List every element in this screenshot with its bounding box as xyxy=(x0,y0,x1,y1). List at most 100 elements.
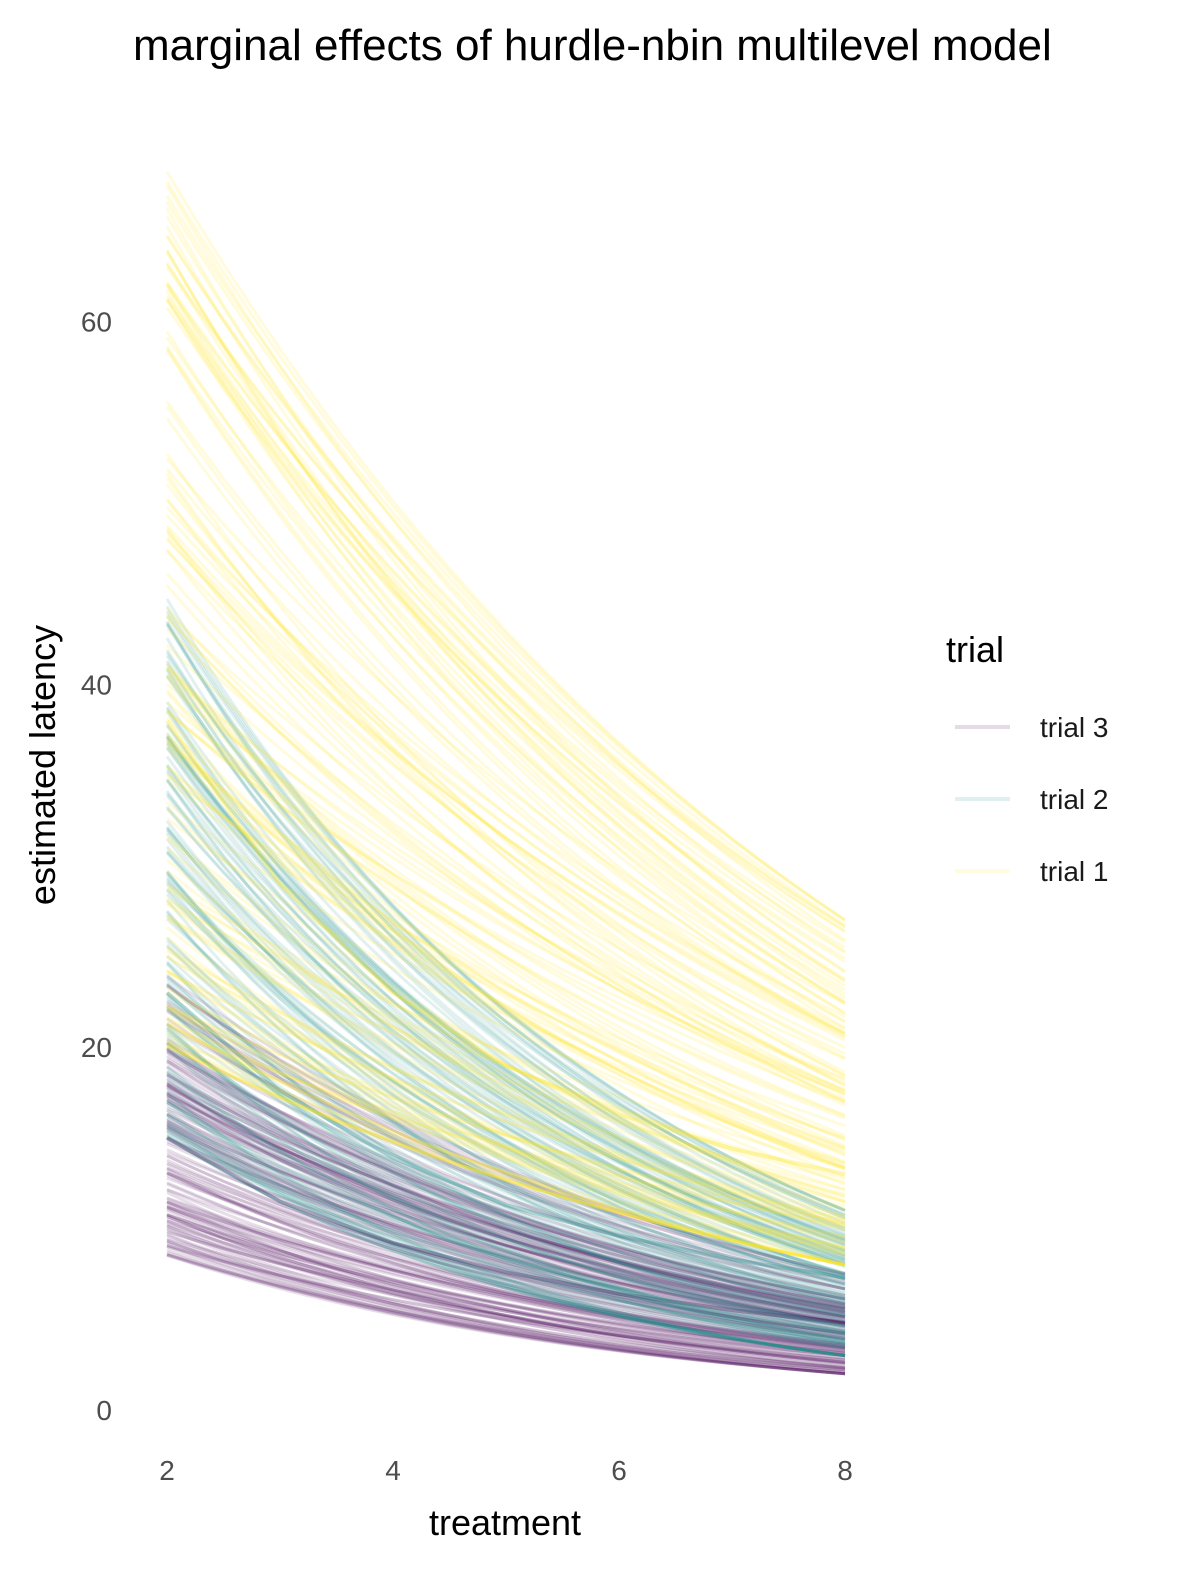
draw-line xyxy=(166,1021,846,1267)
draw-line xyxy=(166,902,846,1232)
draw-line xyxy=(165,283,846,1004)
draw-line xyxy=(165,497,846,1078)
draw-line xyxy=(165,207,846,974)
draw-line xyxy=(166,1114,846,1329)
draw-line xyxy=(165,536,846,1056)
draw-line xyxy=(166,1148,846,1335)
draw-line xyxy=(165,845,846,1275)
draw-line xyxy=(166,1039,846,1333)
draw-line xyxy=(166,1112,846,1320)
draw-line xyxy=(165,660,846,1237)
draw-line xyxy=(166,1124,846,1333)
draw-line xyxy=(166,764,846,1165)
draw-line xyxy=(165,735,846,1262)
draw-line xyxy=(165,807,846,1203)
series-line xyxy=(165,991,846,1280)
draw-line xyxy=(166,1065,846,1315)
draw-line xyxy=(165,524,846,1042)
draw-line xyxy=(165,674,846,1117)
draw-line xyxy=(166,1117,846,1358)
draw-line xyxy=(166,1200,846,1349)
draw-line xyxy=(165,674,846,1216)
draw-line xyxy=(165,249,846,1000)
draw-line xyxy=(166,1245,846,1362)
draw-line xyxy=(165,734,846,1171)
draw-line xyxy=(165,832,846,1292)
draw-line xyxy=(166,917,846,1212)
draw-line xyxy=(166,1093,846,1319)
draw-line xyxy=(166,1137,846,1325)
draw-line xyxy=(165,215,846,953)
draw-line xyxy=(165,345,846,1003)
draw-line xyxy=(166,1059,846,1318)
draw-line xyxy=(166,1161,846,1335)
draw-line xyxy=(165,452,846,1074)
draw-line xyxy=(165,849,846,1269)
draw-line xyxy=(166,936,846,1265)
draw-line xyxy=(165,666,846,1148)
draw-line xyxy=(166,1188,846,1340)
draw-line xyxy=(166,1240,846,1370)
draw-line xyxy=(165,1006,846,1329)
draw-line xyxy=(166,1073,846,1300)
draw-line xyxy=(166,1029,846,1228)
draw-line xyxy=(165,763,846,1265)
draw-line xyxy=(166,1213,846,1360)
draw-line xyxy=(166,1114,846,1334)
draw-line xyxy=(166,1004,846,1225)
series-trial-2 xyxy=(165,598,846,1358)
draw-line xyxy=(165,472,846,1087)
draw-line xyxy=(166,978,846,1302)
draw-line xyxy=(166,1241,846,1372)
draw-line xyxy=(166,1043,846,1267)
draw-line xyxy=(166,1133,846,1344)
x-tick-label: 2 xyxy=(159,1455,175,1486)
draw-line xyxy=(166,1119,846,1319)
draw-line xyxy=(166,1083,846,1321)
draw-line xyxy=(166,1176,846,1337)
draw-line xyxy=(165,307,846,960)
draw-line xyxy=(165,820,846,1276)
draw-line xyxy=(165,400,846,1024)
draw-line xyxy=(165,710,846,1261)
draw-line xyxy=(166,1007,846,1318)
draw-line xyxy=(166,986,846,1249)
x-tick-label: 6 xyxy=(611,1455,627,1486)
draw-line xyxy=(165,171,846,922)
draw-line xyxy=(166,801,846,1154)
draw-line xyxy=(166,1028,846,1330)
draw-line xyxy=(165,662,846,1232)
draw-line xyxy=(166,1024,846,1238)
draw-line xyxy=(165,298,846,1006)
draw-line xyxy=(165,826,846,1288)
draw-line xyxy=(165,483,846,1060)
draw-line xyxy=(166,1125,846,1358)
draw-line xyxy=(166,1029,846,1333)
draw-line xyxy=(165,707,846,1257)
draw-line xyxy=(166,1243,846,1376)
draw-line xyxy=(166,1082,846,1322)
draw-line xyxy=(166,1125,846,1325)
draw-line xyxy=(166,926,846,1256)
draw-line xyxy=(166,701,846,1104)
draw-line xyxy=(166,1072,846,1341)
draw-line xyxy=(166,1154,846,1340)
draw-line xyxy=(166,1252,846,1371)
draw-line xyxy=(166,1217,846,1355)
draw-line xyxy=(166,1206,846,1351)
draw-line xyxy=(166,1108,846,1314)
draw-line xyxy=(165,676,846,1156)
draw-line xyxy=(165,736,846,1239)
draw-line xyxy=(166,834,846,1192)
draw-line xyxy=(165,1047,846,1349)
draw-line xyxy=(165,701,846,1241)
draw-line xyxy=(166,1089,846,1326)
draw-line xyxy=(166,1004,846,1278)
draw-line xyxy=(165,747,846,1244)
draw-line xyxy=(166,1134,846,1358)
draw-line xyxy=(166,1043,846,1267)
draw-line xyxy=(165,829,846,1263)
draw-line xyxy=(166,1015,846,1253)
draw-line xyxy=(165,234,846,929)
draw-line xyxy=(165,605,846,1212)
